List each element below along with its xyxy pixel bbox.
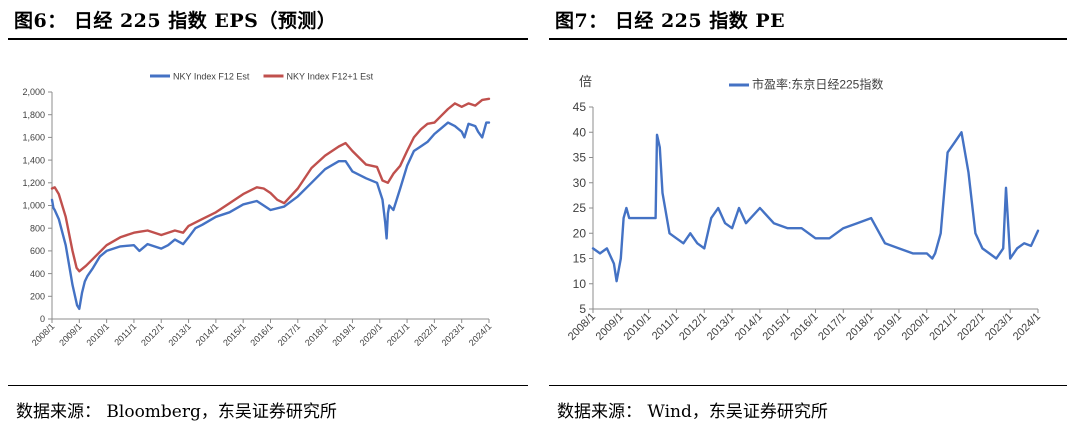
pe-y-tick-label: 45	[573, 100, 587, 114]
pe-y-tick-label: 15	[573, 252, 587, 266]
pe-x-tick-label: 2015/1	[761, 311, 793, 343]
eps-x-tick-label: 2022/1	[412, 321, 439, 348]
eps-y-tick-label: 800	[30, 223, 45, 233]
pe-x-tick-label: 2021/1	[927, 311, 959, 343]
pe-y-tick-label: 10	[573, 277, 587, 291]
pe-x-tick-label: 2011/1	[650, 311, 682, 343]
eps-series-line-2	[50, 97, 491, 273]
pe-x-tick-label: 2023/1	[983, 311, 1015, 343]
pe-legend-label: 市盈率:东京日经225指数	[752, 77, 883, 92]
eps-y-tick-label: 0	[40, 314, 45, 324]
eps-x-tick-label: 2015/1	[221, 321, 248, 348]
eps-series-line-1	[50, 121, 491, 310]
eps-y-tick-label: 1,000	[22, 201, 45, 211]
pe-x-tick-label: 2024/1	[1011, 311, 1043, 343]
figure-6-top-rule	[8, 38, 528, 40]
pe-y-tick-label: 5	[579, 302, 586, 316]
eps-y-tick-label: 1,800	[22, 110, 45, 120]
pe-x-tick-label: 2016/1	[788, 311, 820, 343]
eps-x-tick-label: 2019/1	[330, 321, 357, 348]
figure-7-bottom-rule	[549, 385, 1067, 386]
eps-x-tick-label: 2020/1	[358, 321, 385, 348]
pe-x-tick-label: 2012/1	[677, 311, 709, 343]
eps-x-tick-label: 2021/1	[385, 321, 412, 348]
pe-x-tick-label: 2019/1	[872, 311, 904, 343]
eps-x-tick-label: 2023/1	[440, 321, 467, 348]
eps-y-tick-label: 400	[30, 269, 45, 279]
figure-6-bottom-rule	[8, 385, 528, 386]
pe-y-tick-label: 35	[573, 151, 587, 165]
pe-x-tick-label: 2009/1	[594, 311, 626, 343]
eps-y-tick-label: 600	[30, 246, 45, 256]
eps-x-tick-label: 2010/1	[85, 321, 112, 348]
pe-y-tick-label: 25	[573, 201, 587, 215]
pe-x-tick-label: 2018/1	[844, 311, 876, 343]
eps-line-chart: 0 200 400 600 800 1,000 1,200 1,400 1,600 1,800 2,…	[22, 72, 494, 348]
eps-x-tick-label: 2024/1	[467, 321, 494, 348]
eps-x-tick-label: 2017/1	[276, 321, 303, 348]
eps-x-tick-label: 2014/1	[194, 321, 221, 348]
eps-y-tick-label: 1,600	[22, 133, 45, 143]
pe-x-tick-label: 2014/1	[733, 311, 765, 343]
figure-6-title: 图6： 日经 225 指数 EPS（预测）	[14, 10, 337, 32]
eps-y-tick-label: 1,200	[22, 178, 45, 188]
eps-x-tick-label: 2013/1	[166, 321, 193, 348]
eps-legend-label: NKY Index F12 Est	[173, 72, 250, 82]
figure-7-top-rule	[549, 38, 1067, 40]
pe-y-unit-label: 倍	[579, 75, 592, 90]
pe-series-line-1	[591, 131, 1040, 283]
eps-x-tick-label: 2018/1	[303, 321, 330, 348]
eps-y-tick-label: 2,000	[22, 87, 45, 97]
pe-x-tick-label: 2013/1	[705, 311, 737, 343]
pe-y-tick-label: 20	[573, 226, 587, 240]
eps-x-tick-label: 2012/1	[139, 321, 166, 348]
eps-y-tick-label: 200	[30, 291, 45, 301]
pe-y-tick-label: 40	[573, 125, 587, 139]
figure-7-panel: 图7： 日经 225 指数 PE 5 10 15 20 25 30 35 40 45 2008/1…	[549, 0, 1067, 422]
eps-x-tick-label: 2008/1	[30, 321, 57, 348]
figure-7-source: 数据来源： Wind，东吴证券研究所	[557, 402, 828, 422]
pe-line-chart: 510152025303540452008/12009/12010/12011/…	[566, 75, 1043, 343]
figure-6-source: 数据来源： Bloomberg，东吴证券研究所	[16, 402, 337, 422]
eps-y-tick-label: 1,400	[22, 155, 45, 165]
eps-x-tick-label: 2016/1	[248, 321, 275, 348]
eps-x-tick-label: 2011/1	[112, 321, 138, 347]
figure-6-panel: 图6： 日经 225 指数 EPS（预测） 0 200 400 600 800 1,000…	[8, 0, 528, 422]
eps-legend-label: NKY Index F12+1 Est	[287, 72, 374, 82]
pe-x-tick-label: 2022/1	[955, 311, 987, 343]
pe-x-tick-label: 2010/1	[621, 311, 653, 343]
eps-x-tick-label: 2009/1	[57, 321, 84, 348]
pe-y-tick-label: 30	[573, 176, 587, 190]
pe-x-tick-label: 2017/1	[816, 311, 848, 343]
figure-7-title: 图7： 日经 225 指数 PE	[555, 10, 786, 32]
pe-x-tick-label: 2020/1	[900, 311, 932, 343]
